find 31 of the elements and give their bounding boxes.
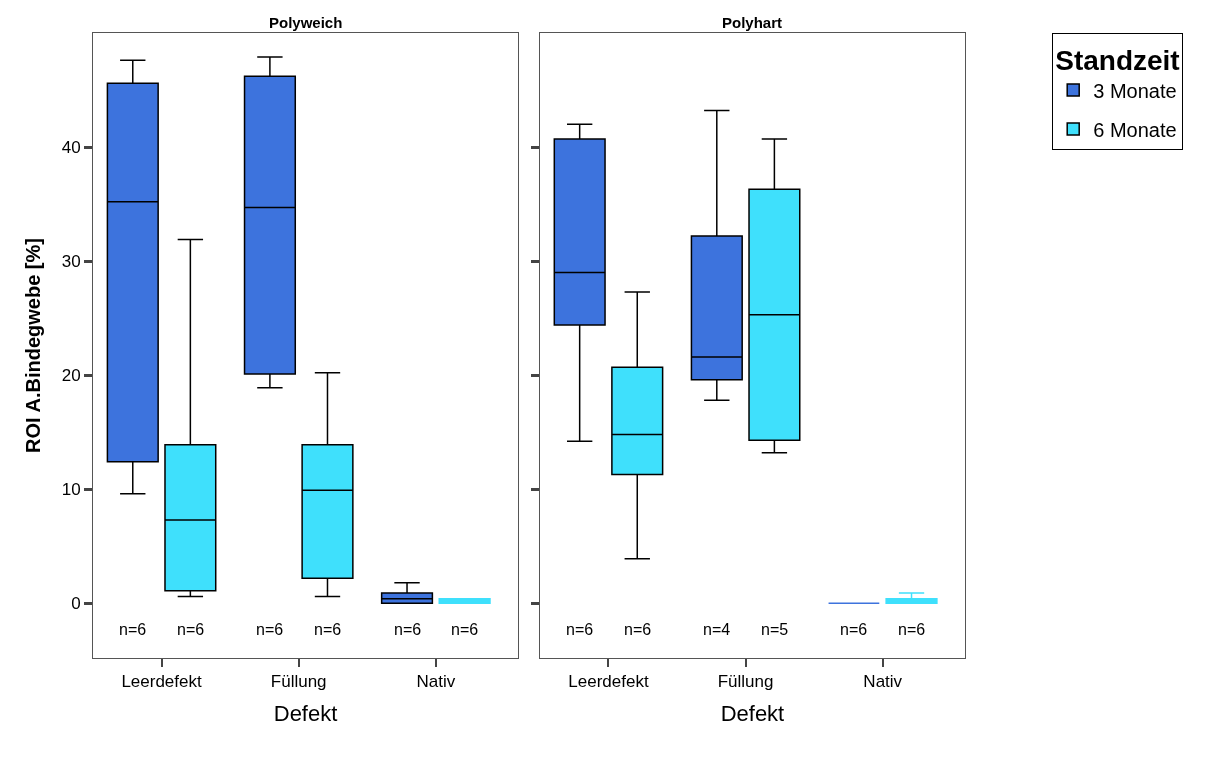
annotation: n=6 (840, 621, 868, 638)
annotation: n=6 (566, 621, 594, 638)
legend-title: Standzeit (1055, 45, 1180, 77)
x-tick-label: Füllung (717, 672, 774, 692)
legend-label: 6 Monate (1093, 118, 1177, 141)
annotation: n=6 (314, 621, 342, 638)
y-tick-label: 20 (61, 366, 81, 386)
y-axis-title: ROI A.Bindegwebe [%] (22, 238, 45, 453)
annotation: n=6 (177, 621, 205, 638)
annotation: n=6 (256, 621, 284, 638)
y-tick-label: 0 (71, 594, 81, 614)
y-tick-label: 30 (61, 252, 81, 272)
x-tick-label: Leerdefekt (121, 672, 202, 692)
chart-title: Polyweich (269, 14, 343, 31)
x-axis-title: Defekt (720, 701, 785, 727)
annotation: n=6 (451, 621, 479, 638)
annotation: n=6 (119, 621, 147, 638)
y-tick-label: 10 (61, 480, 81, 500)
annotation: n=6 (394, 621, 422, 638)
x-tick-label: Füllung (270, 672, 327, 692)
y-tick-label: 40 (61, 138, 81, 157)
x-axis-title: Defekt (273, 701, 338, 727)
legend-label: 3 Monate (1093, 79, 1177, 102)
annotation: n=5 (761, 621, 789, 638)
annotation: n=4 (703, 621, 731, 638)
x-tick-label: Leerdefekt (568, 672, 649, 692)
chart-title: Polyhart (722, 14, 783, 31)
annotation: n=6 (898, 621, 926, 638)
x-tick-label: Nativ (416, 672, 456, 692)
annotation: n=6 (624, 621, 652, 638)
x-tick-label: Nativ (863, 672, 903, 692)
